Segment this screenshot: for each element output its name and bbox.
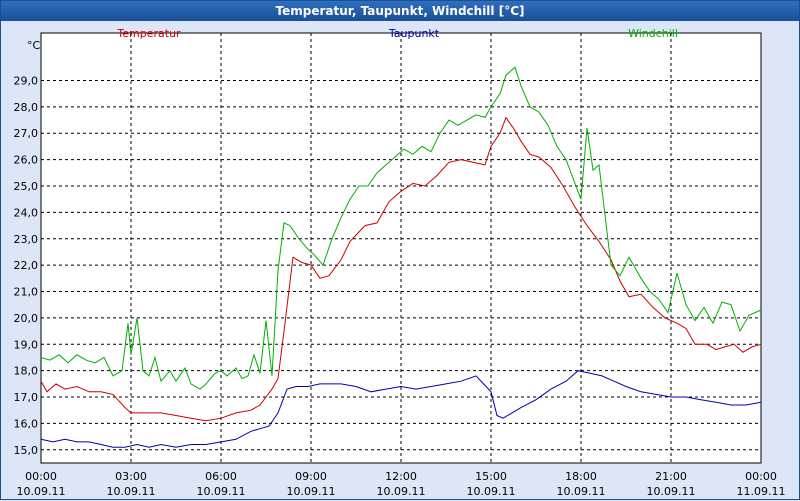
y-tick-label: 29,0 <box>14 74 39 87</box>
x-tick-time: 12:00 <box>385 470 417 483</box>
legend-windchill: Windchill <box>628 27 678 40</box>
x-tick-date: 10.09.11 <box>197 485 246 498</box>
legend: Temperatur Taupunkt Windchill <box>116 27 678 40</box>
x-tick-time: 21:00 <box>655 470 687 483</box>
x-tick-time: 03:00 <box>115 470 147 483</box>
x-tick-date: 10.09.11 <box>467 485 516 498</box>
y-tick-label: 21,0 <box>14 286 39 299</box>
x-tick-date: 10.09.11 <box>647 485 696 498</box>
x-tick-time: 06:00 <box>205 470 237 483</box>
y-tick-label: 20,0 <box>14 312 39 325</box>
x-tick-time: 00:00 <box>745 470 777 483</box>
legend-taupunkt: Taupunkt <box>388 27 440 40</box>
x-tick-time: 00:00 <box>25 470 57 483</box>
legend-temperatur: Temperatur <box>116 27 181 40</box>
x-tick-date: 10.09.11 <box>107 485 156 498</box>
x-tick-date: 10.09.11 <box>287 485 336 498</box>
series-line-taupunkt <box>40 370 762 448</box>
y-tick-label: 27,0 <box>14 127 39 140</box>
series-line-windchill <box>40 66 762 390</box>
y-tick-label: 17,0 <box>14 391 39 404</box>
plot-area <box>40 32 762 464</box>
gridlines <box>41 33 761 463</box>
x-tick-date: 10.09.11 <box>377 485 426 498</box>
x-tick-date: 10.09.11 <box>557 485 606 498</box>
series-line-temperatur <box>40 116 762 422</box>
x-tick-date: 10.09.11 <box>17 485 66 498</box>
x-tick-time: 18:00 <box>565 470 597 483</box>
y-axis-label: °C <box>27 39 41 52</box>
y-tick-label: 19,0 <box>14 338 39 351</box>
y-tick-label: 24,0 <box>14 206 39 219</box>
y-tick-label: 25,0 <box>14 180 39 193</box>
y-tick-label: 28,0 <box>14 101 39 114</box>
x-tick-date: 11.09.11 <box>737 485 786 498</box>
x-tick-time: 09:00 <box>295 470 327 483</box>
y-tick-label: 18,0 <box>14 365 39 378</box>
y-tick-label: 26,0 <box>14 154 39 167</box>
y-tick-label: 16,0 <box>14 417 39 430</box>
y-tick-label: 22,0 <box>14 259 39 272</box>
window-title: Temperatur, Taupunkt, Windchill [°C] <box>1 1 799 21</box>
x-tick-time: 15:00 <box>475 470 507 483</box>
series-lines <box>40 66 762 448</box>
axis-ticks: 15,0 16,0 17,0 18,0 19,0 20,0 21,0 22,0 23,0 24,0… <box>14 74 786 498</box>
y-tick-label: 23,0 <box>14 233 39 246</box>
y-tick-label: 15,0 <box>14 444 39 457</box>
